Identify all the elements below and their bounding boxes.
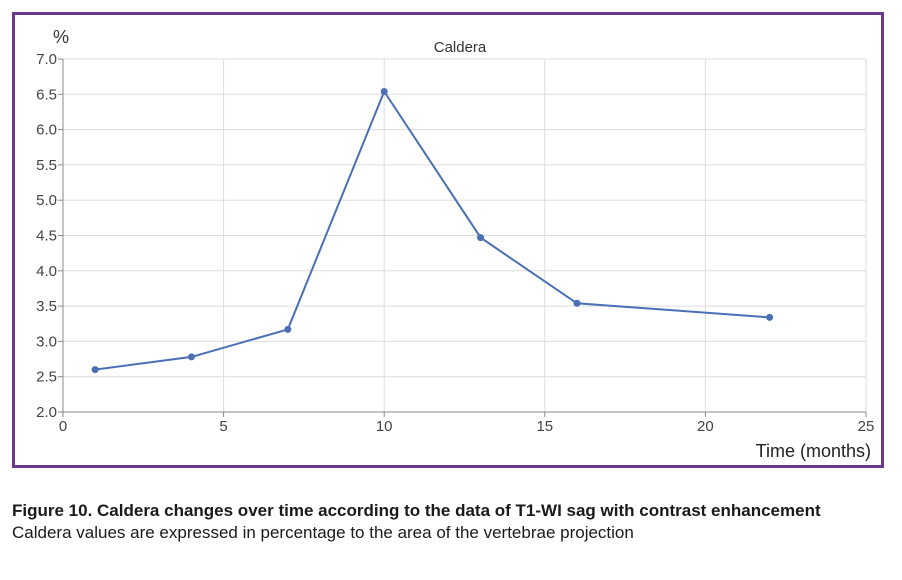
y-tick-label: 2.0 [36, 404, 57, 421]
grid-lines [62, 58, 867, 413]
data-point [477, 234, 485, 242]
data-point [573, 299, 581, 307]
y-tick-label: 7.0 [36, 51, 57, 68]
series-group [91, 87, 774, 374]
y-tick-label: 3.5 [36, 298, 57, 315]
caption-subtitle: Caldera values are expressed in percenta… [12, 523, 634, 542]
x-tick-label: 10 [376, 418, 393, 435]
y-tick-label: 5.0 [36, 192, 57, 209]
y-tick-label: 4.0 [36, 263, 57, 280]
figure-caption: Figure 10. Caldera changes over time acc… [12, 500, 888, 544]
chart-title: Caldera [434, 39, 487, 56]
y-tick-label: 3.0 [36, 333, 57, 350]
series-line [94, 89, 770, 371]
data-point [380, 87, 388, 95]
chart-frame [12, 12, 884, 468]
y-tick-label: 6.0 [36, 122, 57, 139]
tick-labels: 2.0 2.5 3.0 3.5 4.0 4.5 5.0 5.5 6.0 6.5 7.0 0 5 10 15 2… [36, 51, 874, 435]
axes [58, 58, 867, 417]
data-point [766, 313, 774, 321]
data-point [187, 353, 195, 361]
y-axis-label: % [53, 27, 69, 47]
y-tick-label: 5.5 [36, 157, 57, 174]
y-tick-label: 6.5 [36, 86, 57, 103]
x-tick-label: 5 [219, 418, 227, 435]
x-tick-label: 25 [858, 418, 875, 435]
data-point [91, 366, 99, 374]
y-tick-label: 4.5 [36, 228, 57, 245]
data-point [284, 325, 292, 333]
y-tick-label: 2.5 [36, 369, 57, 386]
x-tick-label: 0 [59, 418, 67, 435]
x-tick-label: 20 [697, 418, 714, 435]
x-tick-label: 15 [536, 418, 553, 435]
caption-title: Figure 10. Caldera changes over time acc… [12, 501, 821, 520]
line-chart: 2.0 2.5 3.0 3.5 4.0 4.5 5.0 5.5 6.0 6.5 7.0 0 5 10 15 2… [36, 27, 874, 461]
x-axis-label: Time (months) [756, 441, 871, 461]
